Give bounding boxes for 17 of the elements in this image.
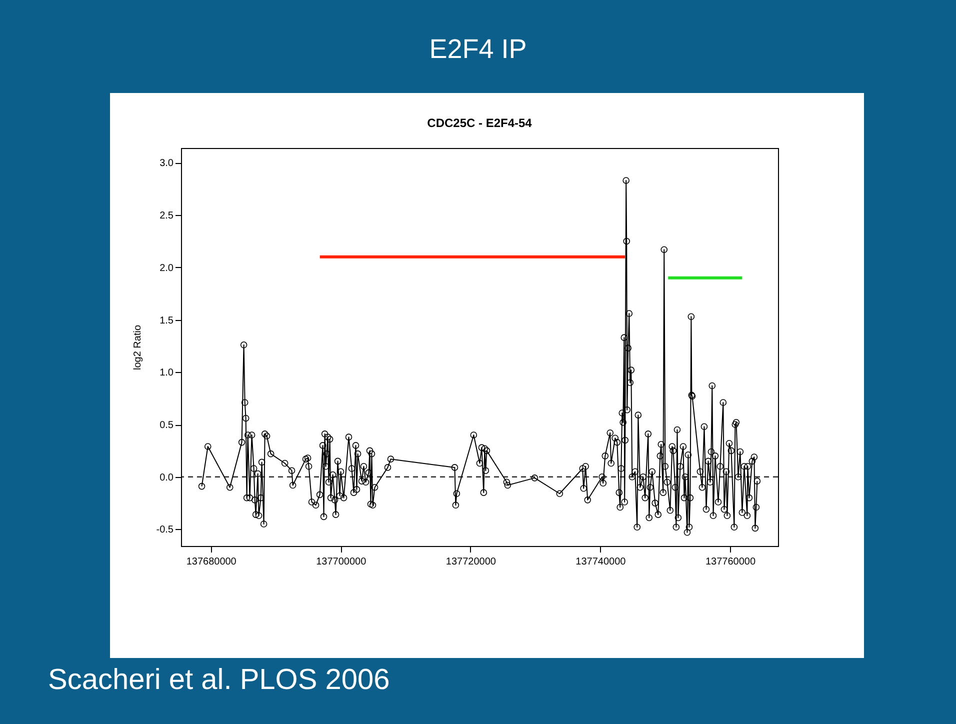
text: Scacheri et al. PLOS 2006 (48, 664, 390, 697)
x-tick-label: 137740000 (576, 556, 626, 568)
y-tick-label: 0.5 (160, 420, 174, 432)
x-tick-label: 137720000 (446, 556, 496, 568)
y-tick-label: 2.0 (160, 262, 174, 274)
x-tick-label: 137760000 (705, 556, 756, 568)
y-tick-label: 0.0 (160, 472, 174, 484)
y-tick-label: -0.5 (156, 524, 174, 536)
y-tick-label: 1.5 (160, 315, 174, 326)
chart-subtitle: CDC25C - E2F4-54 (427, 116, 532, 130)
x-tick-label: 137700000 (316, 556, 367, 568)
y-tick-label: 1.0 (160, 368, 174, 379)
x-tick-label: 137680000 (186, 556, 237, 568)
y-axis-title: log2 Ratio (132, 324, 144, 370)
chart-title: E2F4 IP (428, 34, 528, 65)
y-tick-label: 2.5 (160, 210, 174, 222)
y-tick-label: 3.0 (160, 158, 174, 170)
